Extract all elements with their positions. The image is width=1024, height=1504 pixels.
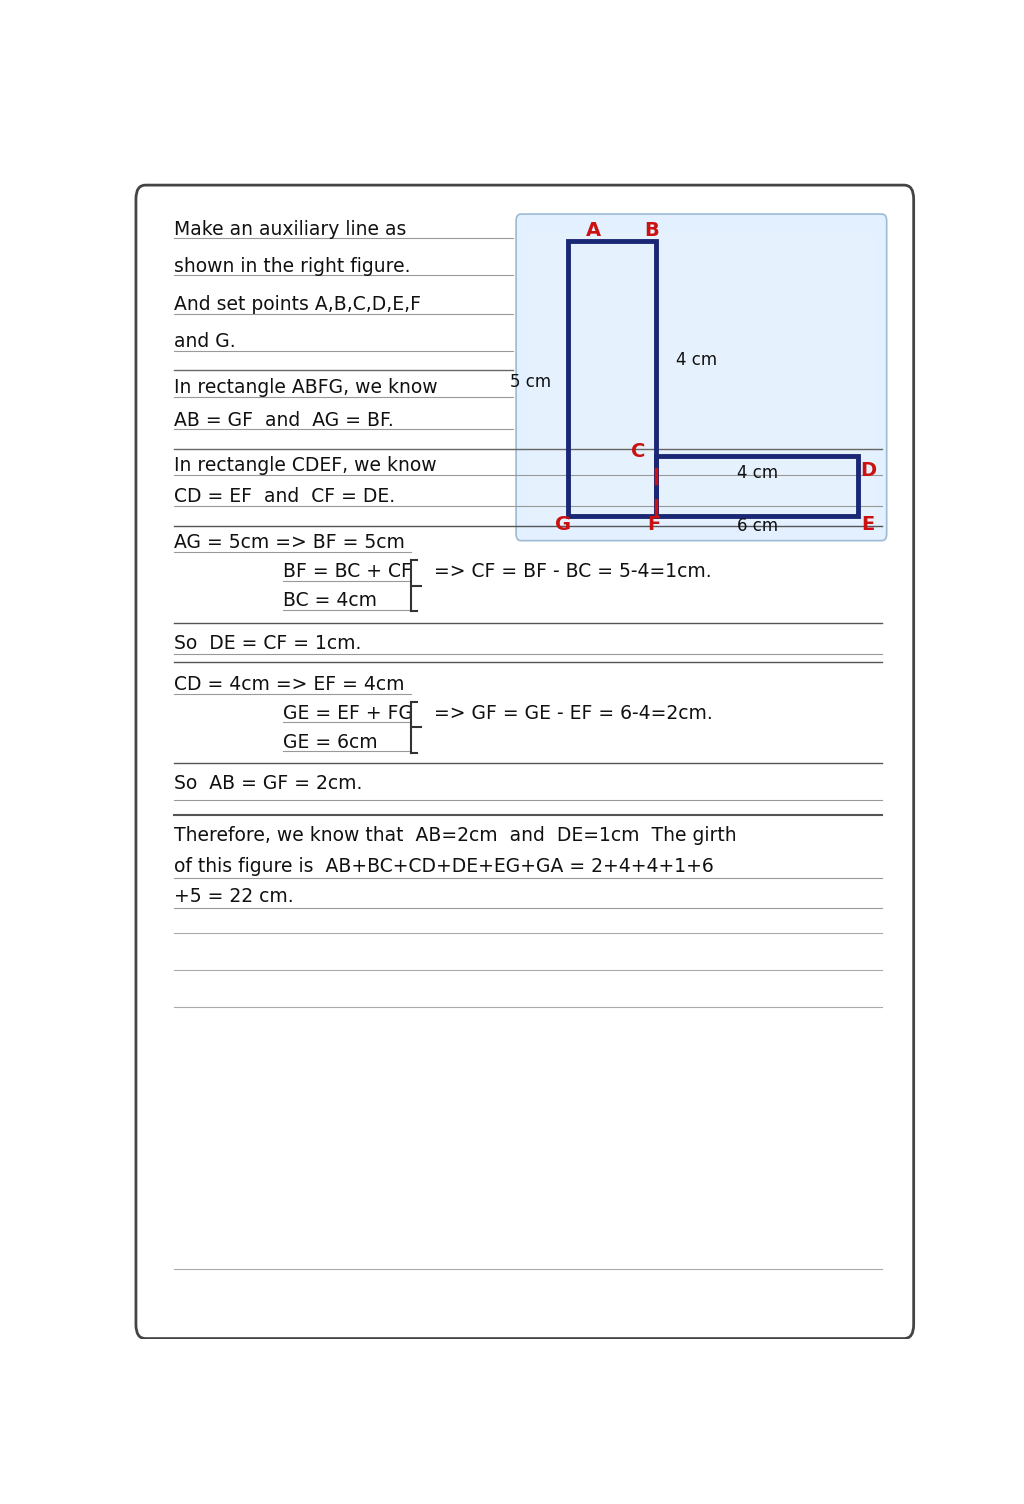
Text: auth: auth (629, 854, 707, 883)
Text: auth: auth (422, 350, 501, 379)
Text: auth: auth (629, 350, 707, 379)
Text: auth: auth (803, 979, 882, 1009)
Text: auth: auth (191, 475, 270, 505)
Text: 4 cm: 4 cm (736, 465, 778, 483)
Text: C: C (631, 442, 645, 460)
Text: AB = GF  and  AG = BF.: AB = GF and AG = BF. (174, 411, 394, 430)
Text: AG = 5cm => BF = 5cm: AG = 5cm => BF = 5cm (174, 534, 404, 552)
Text: => CF = BF - BC = 5-4=1cm.: => CF = BF - BC = 5-4=1cm. (433, 562, 711, 582)
Text: In rectangle CDEF, we know: In rectangle CDEF, we know (174, 456, 436, 475)
Text: auth: auth (629, 1232, 707, 1260)
Text: Therefore, we know that  AB=2cm  and  DE=1cm  The girth: Therefore, we know that AB=2cm and DE=1c… (174, 827, 736, 845)
Text: +5 = 22 cm.: +5 = 22 cm. (174, 887, 294, 905)
Text: A: A (586, 221, 601, 239)
Text: auth: auth (422, 1105, 501, 1134)
Text: 4 cm: 4 cm (676, 350, 717, 368)
Text: GE = EF + FG: GE = EF + FG (283, 704, 413, 723)
Text: auth: auth (191, 350, 270, 379)
Text: auth: auth (422, 475, 501, 505)
Text: of this figure is  AB+BC+CD+DE+EG+GA = 2+4+4+1+6: of this figure is AB+BC+CD+DE+EG+GA = 2+… (174, 857, 714, 875)
Text: D: D (860, 460, 877, 480)
Text: auth: auth (191, 728, 270, 757)
Bar (568, 241, 655, 516)
Text: and G.: and G. (174, 332, 236, 350)
Text: B: B (644, 221, 659, 239)
Text: auth: auth (422, 979, 501, 1009)
Text: CD = EF  and  CF = DE.: CD = EF and CF = DE. (174, 487, 395, 507)
Text: auth: auth (803, 728, 882, 757)
Text: auth: auth (191, 224, 270, 253)
Text: So  AB = GF = 2cm.: So AB = GF = 2cm. (174, 775, 362, 793)
Text: Make an auxiliary line as: Make an auxiliary line as (174, 220, 407, 239)
Text: auth: auth (803, 350, 882, 379)
Text: auth: auth (629, 602, 707, 630)
Text: CD = 4cm => EF = 4cm: CD = 4cm => EF = 4cm (174, 675, 404, 693)
Text: 6 cm: 6 cm (736, 516, 778, 534)
Text: F: F (647, 514, 660, 534)
Text: auth: auth (803, 1232, 882, 1260)
FancyBboxPatch shape (136, 185, 913, 1339)
Text: auth: auth (803, 602, 882, 630)
Text: 5 cm: 5 cm (510, 373, 551, 391)
Text: auth: auth (629, 979, 707, 1009)
Text: BF = BC + CF: BF = BC + CF (283, 562, 412, 582)
Text: GE = 6cm: GE = 6cm (283, 732, 378, 752)
Text: E: E (861, 514, 874, 534)
Text: auth: auth (422, 224, 501, 253)
Text: auth: auth (191, 979, 270, 1009)
Text: And set points A,B,C,D,E,F: And set points A,B,C,D,E,F (174, 295, 421, 314)
Text: auth: auth (422, 1232, 501, 1260)
Text: auth: auth (629, 224, 707, 253)
Text: In rectangle ABFG, we know: In rectangle ABFG, we know (174, 379, 437, 397)
Text: auth: auth (629, 475, 707, 505)
Text: auth: auth (191, 1105, 270, 1134)
Text: auth: auth (191, 1232, 270, 1260)
Text: auth: auth (629, 1105, 707, 1134)
Text: G: G (555, 514, 571, 534)
Text: auth: auth (191, 602, 270, 630)
Text: => GF = GE - EF = 6-4=2cm.: => GF = GE - EF = 6-4=2cm. (433, 704, 713, 723)
FancyBboxPatch shape (516, 214, 887, 540)
Text: auth: auth (422, 854, 501, 883)
Text: auth: auth (191, 854, 270, 883)
Bar (528, 233, 873, 522)
Text: auth: auth (422, 602, 501, 630)
Text: BC = 4cm: BC = 4cm (283, 591, 377, 611)
Text: So  DE = CF = 1cm.: So DE = CF = 1cm. (174, 635, 361, 653)
Text: auth: auth (803, 854, 882, 883)
Bar (655, 456, 858, 516)
Text: auth: auth (803, 475, 882, 505)
Text: shown in the right figure.: shown in the right figure. (174, 257, 411, 275)
Text: auth: auth (422, 728, 501, 757)
Text: auth: auth (803, 1105, 882, 1134)
Text: auth: auth (803, 224, 882, 253)
Text: auth: auth (629, 728, 707, 757)
